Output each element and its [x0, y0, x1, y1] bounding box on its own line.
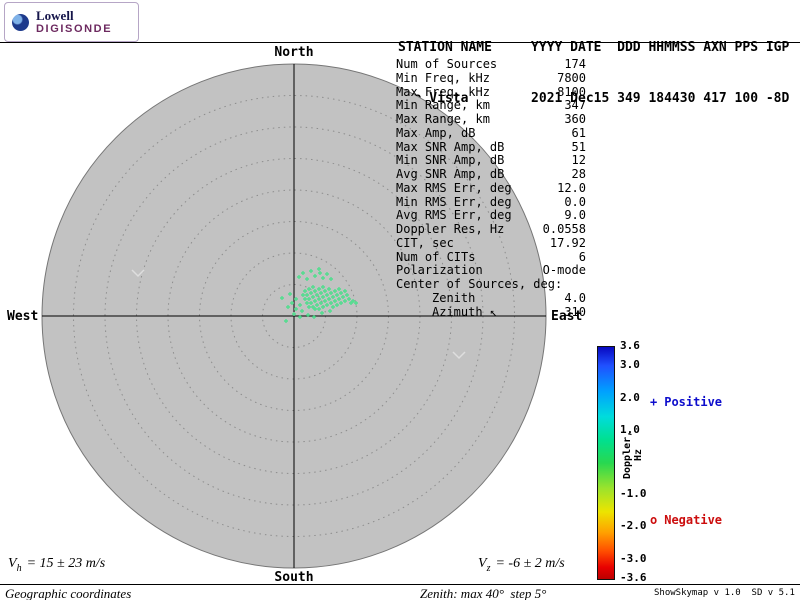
doppler-colorbar [597, 346, 615, 580]
param-row: Max Freq, kHz 8100 [396, 84, 586, 99]
horizontal-velocity-readout: Vh = 15 ± 23 m/s [8, 556, 105, 574]
header-divider [0, 42, 800, 43]
colorbar-tick-label: 3.0 [620, 358, 640, 372]
noise-mark [131, 269, 145, 278]
lowell-logo-icon [12, 13, 29, 31]
param-row: Center of Sources, deg: [396, 277, 563, 291]
lowell-digisonde-logo: Lowell DIGISONDE [4, 2, 139, 42]
compass-east-label: East [551, 309, 583, 324]
colorbar-tick-label: 3.6 [620, 339, 640, 352]
param-row: Max RMS Err, deg 12.0 [396, 180, 586, 195]
param-row: Max Amp, dB 61 [396, 125, 586, 140]
colorbar-tick-label: -2.0 [620, 519, 647, 533]
doppler-axis-label: Doppler, Hz [622, 430, 644, 480]
vz-subscript: z [486, 562, 491, 574]
compass-north-label: North [274, 45, 314, 60]
colorbar-tick-label: -3.0 [620, 551, 647, 565]
compass-west-label: West [7, 309, 39, 324]
source-points [280, 267, 358, 323]
param-row: Doppler Res, Hz 0.0558 [396, 222, 586, 236]
parameter-panel: Num of Sources 174 Min Freq, kHz 7800 Max Fr… [396, 57, 586, 319]
logo-digisonde-text: DIGISONDE [36, 22, 113, 35]
colorbar-tick-label: -3.6 [620, 571, 647, 584]
colorbar-tick-label: 1.0 [620, 422, 640, 436]
colorbar-tick-label: 2.0 [620, 390, 640, 404]
param-row: Num of Sources 174 [396, 57, 586, 71]
param-row: Avg SNR Amp, dB 28 [396, 167, 586, 181]
version-label: ShowSkymap v 1.0 SD v 5.1 [654, 588, 795, 598]
param-row: Avg RMS Err, deg 9.0 [396, 208, 586, 223]
header-labels-line: STATION NAME YYYY DATE DDD HHMMSS AXN PP… [398, 40, 790, 55]
compass-south-label: South [274, 570, 314, 585]
param-row: Min Freq, kHz 7800 [396, 70, 586, 85]
logo-lowell-text: Lowell [36, 7, 74, 23]
positive-doppler-legend: + Positive [650, 395, 722, 409]
param-row: Polarization O-mode [396, 263, 586, 278]
station-header: STATION NAME YYYY DATE DDD HHMMSS AXN PP… [398, 5, 789, 141]
vh-subscript: h [16, 562, 22, 574]
positive-legend-label: Positive [664, 395, 723, 409]
logo-text: Lowell DIGISONDE [36, 7, 113, 36]
negative-legend-label: Negative [664, 513, 723, 527]
coordinate-system-label: Geographic coordinates [5, 586, 132, 600]
vertical-velocity-readout: Vz = -6 ± 2 m/s [478, 556, 565, 574]
vz-value: = -6 ± 2 m/s [495, 556, 565, 571]
negative-doppler-legend: o Negative [650, 513, 722, 527]
zenith-range-note: Zenith: max 40° step 5° [420, 586, 547, 600]
vz-symbol: V [478, 556, 487, 571]
vh-symbol: V [8, 556, 17, 571]
param-row: Max Range, km 360 [396, 112, 586, 126]
param-row: CIT, sec 17.92 [396, 235, 586, 250]
vh-value: = 15 ± 23 m/s [26, 556, 106, 571]
param-row: Min SNR Amp, dB 12 [396, 153, 586, 168]
noise-mark [452, 351, 466, 360]
footer-divider [0, 584, 800, 585]
colorbar-tick-label: -1.0 [620, 487, 647, 501]
param-row: Min RMS Err, deg 0.0 [396, 194, 586, 209]
circle-symbol-icon: o [650, 513, 658, 527]
param-row: Zenith 4.0 [432, 290, 586, 305]
skymap-plot [41, 63, 547, 569]
param-row: Azimuth ↖ 310 [432, 304, 586, 319]
plus-symbol-icon: + [650, 395, 658, 409]
param-row: Num of CITs 6 [396, 249, 586, 264]
param-row: Max SNR Amp, dB 51 [396, 139, 586, 154]
param-row: Min Range, km 347 [396, 98, 586, 113]
